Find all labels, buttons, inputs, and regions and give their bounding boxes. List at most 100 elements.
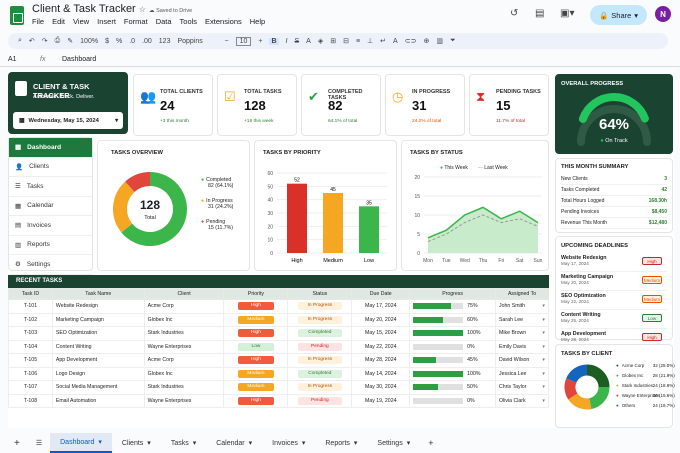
print-icon[interactable]: ⎙ <box>54 37 61 44</box>
status-cell[interactable]: In Progress <box>287 299 353 314</box>
table-row[interactable]: T-104 Content Writing Wayne Enterprises Low… <box>8 339 549 354</box>
progress-cell[interactable]: 60% <box>409 312 497 327</box>
status-cell[interactable]: Pending <box>287 339 353 354</box>
priority-cell[interactable]: High <box>223 353 289 368</box>
tab-clients[interactable]: Clients ▾ <box>112 433 161 453</box>
chevron-down-icon[interactable]: ▾ <box>542 357 545 364</box>
progress-cell[interactable]: 100% <box>409 366 497 381</box>
column-header[interactable]: Priority <box>223 288 289 300</box>
menu-insert[interactable]: Insert <box>97 17 116 26</box>
strikethrough-icon[interactable]: S <box>294 37 300 45</box>
borders-icon[interactable]: ⊞ <box>330 38 337 45</box>
deadline-item[interactable]: Website Redesign May 17, 2024 High <box>561 253 667 272</box>
italic-icon[interactable]: I <box>285 37 288 45</box>
sidebar-item-tasks[interactable]: ☰ Tasks <box>9 177 92 197</box>
chevron-down-icon[interactable]: ▾ <box>301 440 306 447</box>
task-name-cell[interactable]: Website Redesign <box>51 299 145 314</box>
assignee-cell[interactable]: Sarah Lee ▾ <box>495 312 549 327</box>
column-header[interactable]: Assigned To <box>495 288 549 300</box>
number-format-button[interactable]: 123 <box>158 37 171 45</box>
due-date-cell[interactable]: May 15, 2024 <box>351 326 411 341</box>
task-id-cell[interactable]: T-101 <box>8 299 53 314</box>
menu-edit[interactable]: Edit <box>52 17 66 26</box>
status-cell[interactable]: In Progress <box>287 380 353 395</box>
paint-format-icon[interactable]: ✎ <box>67 38 74 45</box>
due-date-cell[interactable]: May 19, 2024 <box>351 393 411 408</box>
assignee-cell[interactable]: Mike Brown ▾ <box>495 326 549 341</box>
task-name-cell[interactable]: Email Automation <box>51 393 145 408</box>
formula-input[interactable]: Dashboard <box>62 56 97 63</box>
table-row[interactable]: T-106 Logo Design Globex Inc Medium Complete… <box>8 366 549 381</box>
font-size-increase[interactable]: + <box>258 37 263 45</box>
currency-button[interactable]: $ <box>105 37 109 45</box>
avatar[interactable]: N <box>655 6 671 22</box>
search-icon[interactable]: ⌕ <box>18 37 22 44</box>
column-header[interactable]: Status <box>287 288 353 300</box>
assignee-cell[interactable]: John Smith ▾ <box>495 299 549 314</box>
assignee-cell[interactable]: Chris Taylor ▾ <box>495 380 549 395</box>
doc-title[interactable]: Client & Task Tracker ☆ ☁ Saved to Drive <box>32 3 193 15</box>
progress-cell[interactable]: 0% <box>409 339 497 354</box>
priority-cell[interactable]: Medium <box>223 366 289 381</box>
table-row[interactable]: T-101 Website Redesign Acme Corp High In Pro… <box>8 299 549 314</box>
sheets-logo-icon[interactable] <box>10 6 24 25</box>
chevron-down-icon[interactable]: ▾ <box>98 439 102 446</box>
comment-icon[interactable]: ▤ <box>535 8 545 19</box>
table-row[interactable]: T-102 Marketing Campaign Globex Inc Medium I… <box>8 312 549 327</box>
menu-file[interactable]: File <box>32 17 45 26</box>
task-id-cell[interactable]: T-106 <box>8 366 53 381</box>
task-name-cell[interactable]: App Development <box>51 353 145 368</box>
client-cell[interactable]: Globex Inc <box>143 366 225 381</box>
tab-reports[interactable]: Reports ▾ <box>315 433 367 453</box>
column-header[interactable]: Task Name <box>51 288 145 300</box>
wrap-icon[interactable]: ↵ <box>380 38 387 45</box>
column-header[interactable]: Client <box>143 288 225 300</box>
add-tab-icon[interactable]: + <box>428 438 434 448</box>
tab-dashboard[interactable]: Dashboard ▾ <box>50 433 112 453</box>
fill-color-icon[interactable]: ◈ <box>317 38 324 45</box>
assignee-cell[interactable]: Olivia Clark ▾ <box>495 393 549 408</box>
history-icon[interactable]: ↺ <box>510 8 519 19</box>
chevron-down-icon[interactable]: ▾ <box>248 440 253 447</box>
chevron-down-icon[interactable]: ▾ <box>542 370 545 377</box>
percent-button[interactable]: % <box>115 37 123 45</box>
table-row[interactable]: T-103 SEO Optimization Stark Industries Hig… <box>8 326 549 341</box>
priority-cell[interactable]: High <box>223 393 289 408</box>
rotate-icon[interactable]: A <box>393 37 398 45</box>
chevron-down-icon[interactable]: ▾ <box>542 343 545 350</box>
chevron-down-icon[interactable]: ▾ <box>542 397 545 404</box>
task-id-cell[interactable]: T-102 <box>8 312 53 327</box>
date-picker[interactable]: ▦ Wednesday, May 15, 2024 ▾ <box>13 112 123 129</box>
menu-extensions[interactable]: Extensions <box>205 17 242 26</box>
priority-cell[interactable]: High <box>223 326 289 341</box>
meet-icon[interactable]: ▣▾ <box>560 8 575 19</box>
chart-icon[interactable]: ▥ <box>436 38 443 45</box>
client-cell[interactable]: Globex Inc <box>143 312 225 327</box>
menu-data[interactable]: Data <box>155 17 172 26</box>
text-color-icon[interactable]: A <box>306 37 311 45</box>
priority-cell[interactable]: Low <box>223 339 289 354</box>
merge-icon[interactable]: ⊟ <box>343 38 349 45</box>
client-cell[interactable]: Stark Industries <box>143 326 225 341</box>
task-id-cell[interactable]: T-107 <box>8 380 53 395</box>
menu-help[interactable]: Help <box>249 17 266 26</box>
column-header[interactable]: Task ID <box>8 288 53 300</box>
sidebar-item-reports[interactable]: ▥ Reports <box>9 236 92 255</box>
progress-cell[interactable]: 100% <box>409 326 497 341</box>
menu-view[interactable]: View <box>73 17 90 26</box>
increase-decimal-button[interactable]: .00 <box>142 37 152 45</box>
font-size-decrease[interactable]: − <box>224 37 229 45</box>
deadline-item[interactable]: SEO Optimization May 22, 2024 Medium <box>561 291 667 310</box>
assignee-cell[interactable]: Jessica Lee ▾ <box>495 366 549 381</box>
task-name-cell[interactable]: Content Writing <box>51 339 145 354</box>
share-button[interactable]: 🔒 Share ▾ <box>590 5 647 25</box>
client-cell[interactable]: Wayne Enterprises <box>143 339 225 354</box>
align-icon[interactable]: ≡ <box>355 37 361 45</box>
star-icon[interactable]: ☆ <box>138 5 146 14</box>
filter-icon[interactable]: ⏷ <box>449 37 456 44</box>
status-cell[interactable]: In Progress <box>287 312 353 327</box>
chevron-down-icon[interactable]: ▾ <box>542 316 545 323</box>
due-date-cell[interactable]: May 28, 2024 <box>351 353 411 368</box>
client-cell[interactable]: Acme Corp <box>143 299 225 314</box>
assignee-cell[interactable]: David Wilson ▾ <box>495 353 549 368</box>
